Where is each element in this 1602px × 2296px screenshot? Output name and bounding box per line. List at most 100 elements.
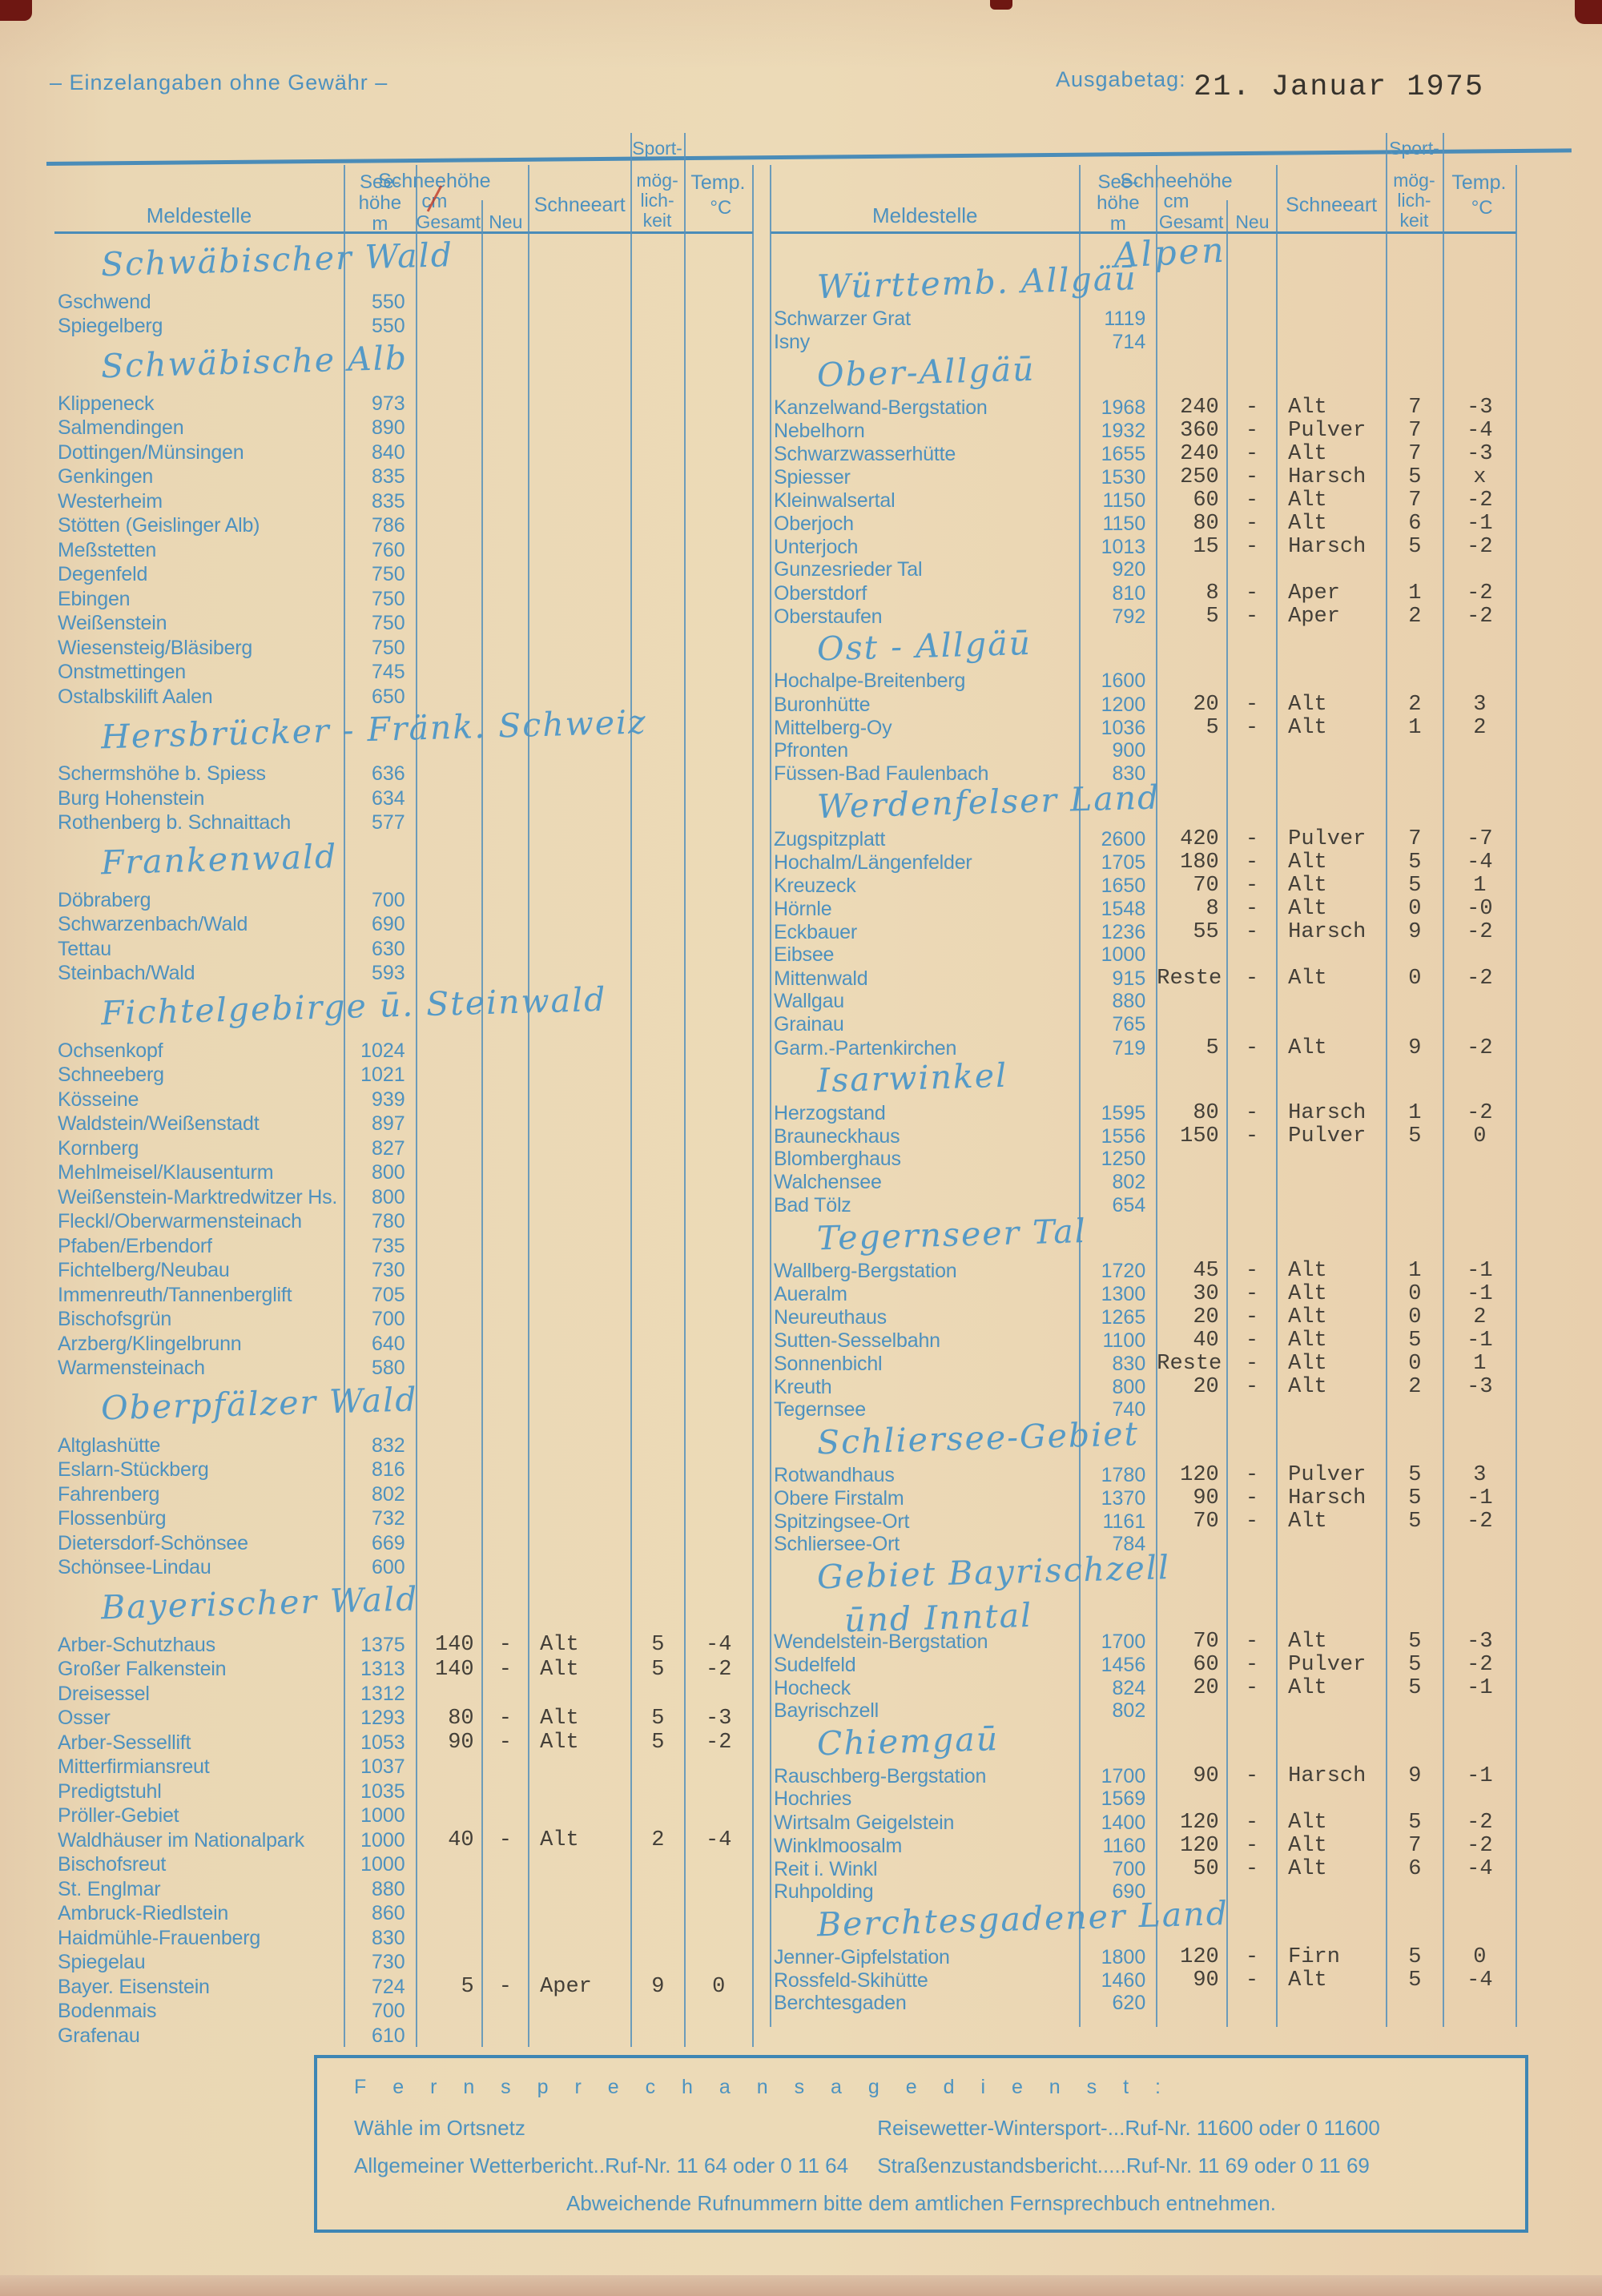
sport-rating-value: 5	[651, 1657, 665, 1682]
table-row: Pfaben/Erbendorf 735	[54, 1234, 753, 1259]
snow-total-value: 20	[1193, 1676, 1219, 1700]
snow-type-value: Pulver	[1288, 419, 1367, 443]
column-rule	[1156, 165, 1158, 2027]
altitude-value: 880	[371, 1877, 405, 1900]
col-header-temp-unit: °C	[710, 197, 732, 219]
snow-new-value: -	[498, 1975, 512, 2000]
altitude-value: 890	[371, 416, 405, 440]
station-name: Oberstdorf	[774, 581, 867, 605]
table-row: Kreuth 800 20 - Alt 2 -3	[771, 1375, 1516, 1399]
col-header-neu: Neu	[1235, 211, 1270, 232]
altitude-value: 1556	[1101, 1124, 1146, 1148]
altitude-value: 550	[371, 315, 405, 338]
table-row: Mehlmeisel/Klausenturm 800	[54, 1161, 753, 1186]
altitude-value: 654	[1112, 1194, 1146, 1216]
station-name: Buronhütte	[774, 693, 871, 716]
station-name: Burg Hohenstein	[58, 786, 205, 810]
altitude-value: 600	[371, 1556, 405, 1579]
page-edge-mark	[0, 0, 32, 21]
station-name: Wirtsalm Geigelstein	[774, 1811, 955, 1834]
altitude-value: 1000	[360, 1828, 405, 1852]
station-name: Wendelstein-Bergstation	[774, 1630, 988, 1653]
altitude-value: 705	[371, 1283, 405, 1306]
sport-rating-value: 5	[1408, 1945, 1422, 1969]
altitude-value: 1600	[1101, 669, 1146, 692]
temperature-value: -2	[706, 1657, 732, 1682]
altitude-value: 973	[371, 392, 405, 415]
altitude-value: 714	[1112, 331, 1146, 353]
snow-new-value: -	[1245, 535, 1259, 559]
altitude-value: 636	[371, 762, 405, 786]
altitude-value: 2600	[1101, 827, 1146, 850]
snow-total-value: 50	[1193, 1857, 1219, 1881]
altitude-value: 577	[371, 811, 405, 834]
sport-rating-value: 0	[1408, 1352, 1422, 1376]
sport-rating-value: 7	[1408, 419, 1422, 443]
station-name: Nebelhorn	[774, 419, 865, 442]
station-name: Bad Tölz	[774, 1194, 851, 1216]
table-row: Ruhpolding 690	[771, 1880, 1516, 1904]
altitude-value: 1720	[1101, 1259, 1146, 1282]
snow-total-value: 90	[1193, 1764, 1219, 1788]
snow-new-value: -	[1245, 920, 1259, 944]
station-name: Eckbauer	[774, 920, 858, 943]
table-row: Walchensee 802	[771, 1171, 1516, 1194]
snow-type-value: Alt	[1288, 1352, 1327, 1376]
snow-type-value: Alt	[1288, 1834, 1327, 1858]
sport-rating-value: 0	[1408, 967, 1422, 991]
table-row: Hochries 1569	[771, 1787, 1516, 1811]
column-rule	[1079, 165, 1081, 2027]
table-row: Wendelstein-Bergstation 1700 70 - Alt 5 -3	[771, 1630, 1516, 1654]
table-row: Onstmettingen 745	[54, 661, 753, 686]
table-row: Eibsee 1000	[771, 943, 1516, 967]
altitude-value: 802	[371, 1482, 405, 1506]
table-row: Bischofsgrün 700	[54, 1308, 753, 1333]
temperature-value: 0	[712, 1975, 726, 2000]
altitude-value: 593	[371, 962, 405, 985]
altitude-value: 1460	[1101, 1968, 1146, 1992]
altitude-value: 1700	[1101, 1764, 1146, 1787]
table-row: Herzogstand 1595 80 - Harsch 1 -2	[771, 1101, 1516, 1125]
altitude-value: 1569	[1101, 1787, 1146, 1810]
snow-new-value: -	[1245, 1036, 1259, 1060]
snow-total-value: 140	[435, 1633, 474, 1658]
altitude-value: 939	[371, 1088, 405, 1111]
station-name: Arzberg/Klingelbrunn	[58, 1332, 242, 1355]
altitude-value: 719	[1112, 1036, 1146, 1060]
snow-total-value: 70	[1193, 874, 1219, 898]
table-row: Wirtsalm Geigelstein 1400 120 - Alt 5 -2	[771, 1811, 1516, 1835]
sport-rating-value: 5	[1408, 1811, 1422, 1835]
station-name: Weißenstein	[58, 612, 167, 635]
sport-rating-value: 0	[1408, 1305, 1422, 1329]
temperature-value: -1	[1467, 512, 1493, 536]
sport-rating-value: 5	[1408, 874, 1422, 898]
sport-rating-value: 6	[1408, 1857, 1422, 1881]
snow-new-value: -	[498, 1828, 512, 1853]
snow-type-value: Alt	[540, 1706, 579, 1731]
snow-total-value: 180	[1180, 850, 1219, 875]
snow-type-value: Pulver	[1288, 1124, 1367, 1148]
altitude-value: 915	[1112, 967, 1146, 990]
column-rule	[630, 133, 633, 2047]
station-name: Walchensee	[774, 1171, 882, 1193]
temperature-value: -2	[1467, 1811, 1493, 1835]
altitude-value: 1021	[360, 1064, 405, 1087]
altitude-value: 827	[371, 1136, 405, 1160]
altitude-value: 784	[1112, 1533, 1146, 1555]
snow-new-value: -	[498, 1731, 512, 1755]
altitude-value: 1160	[1102, 1834, 1146, 1857]
table-row: Immenreuth/Tannenberglift 705	[54, 1283, 753, 1308]
table-row: Winklmoosalm 1160 120 - Alt 7 -2	[771, 1834, 1516, 1858]
altitude-value: 1236	[1101, 920, 1146, 943]
sport-rating-value: 7	[1408, 827, 1422, 851]
station-name: Immenreuth/Tannenberglift	[58, 1283, 292, 1306]
station-name: Bayer. Eisenstein	[58, 1975, 210, 1998]
temperature-value: -3	[1467, 1630, 1493, 1654]
table-row: Dietersdorf-Schönsee 669	[54, 1531, 753, 1556]
station-name: Brauneckhaus	[774, 1124, 900, 1148]
station-name: Tegernsee	[774, 1398, 866, 1421]
station-name: Warmensteinach	[58, 1357, 205, 1380]
temperature-value: -2	[1467, 1834, 1493, 1858]
station-name: Fahrenberg	[58, 1482, 160, 1506]
table-row: Fichtelberg/Neubau 730	[54, 1259, 753, 1284]
